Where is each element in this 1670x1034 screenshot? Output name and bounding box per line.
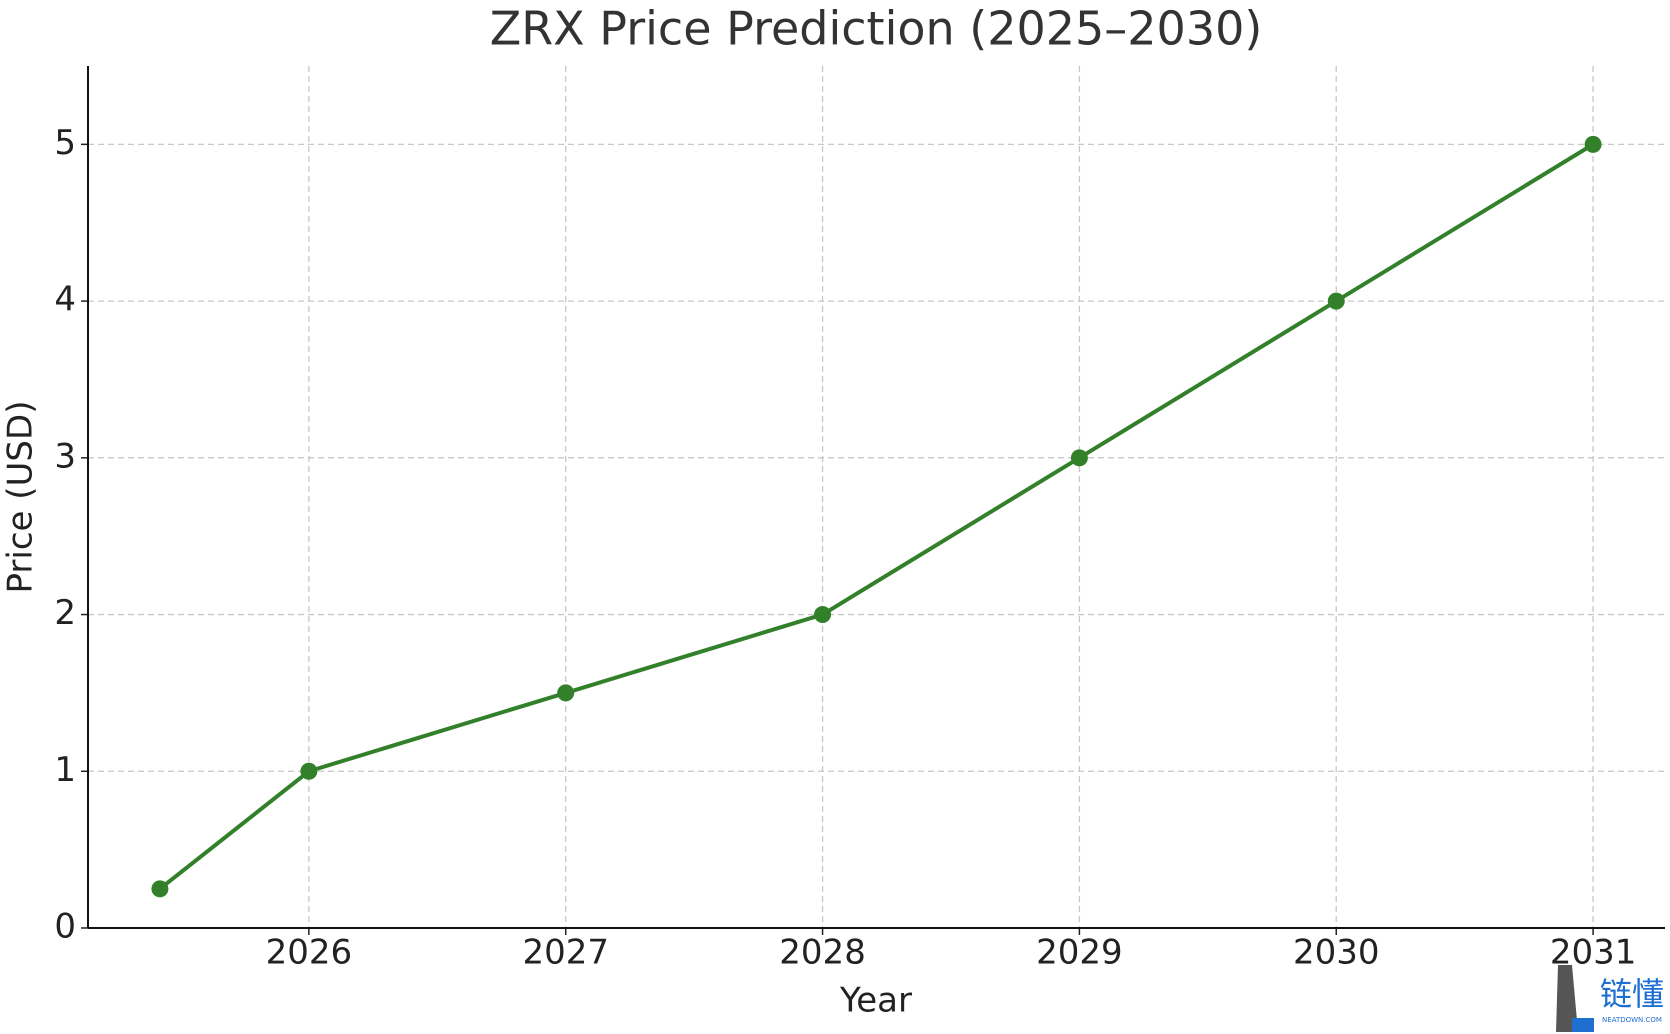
- watermark-logo: [1556, 965, 1578, 1032]
- price-line: [158, 142, 1595, 891]
- x-tick-label: 2029: [1036, 933, 1123, 973]
- watermark: 链懂 NEATDOWN.COM: [1556, 965, 1664, 1032]
- y-tick-label: 0: [54, 907, 76, 947]
- y-axis-label: Price (USD): [1, 401, 41, 594]
- price-point: [1070, 449, 1088, 467]
- x-axis-label: Year: [839, 981, 912, 1021]
- x-tick-label: 2027: [522, 933, 609, 973]
- y-tick-label: 2: [54, 593, 76, 633]
- price-point: [557, 684, 575, 702]
- x-tick-label: 2030: [1293, 933, 1380, 973]
- x-tick-label: 2031: [1550, 933, 1637, 973]
- y-tick-label: 1: [54, 750, 76, 790]
- price-point: [1327, 292, 1345, 310]
- price-point: [1584, 135, 1602, 153]
- watermark-logo-bar: [1572, 1018, 1594, 1032]
- y-tick-label: 3: [54, 436, 76, 476]
- x-tick-label: 2026: [266, 933, 353, 973]
- price-point: [300, 762, 318, 780]
- chart-title: ZRX Price Prediction (2025–2030): [490, 2, 1263, 56]
- x-tick-label: 2028: [779, 933, 866, 973]
- price-point: [151, 880, 169, 898]
- price-point: [814, 606, 832, 624]
- watermark-text: 链懂: [1600, 975, 1664, 1013]
- y-tick-label: 5: [54, 123, 76, 163]
- watermark-sub: NEATDOWN.COM: [1602, 1016, 1662, 1024]
- y-tick-label: 4: [54, 280, 76, 320]
